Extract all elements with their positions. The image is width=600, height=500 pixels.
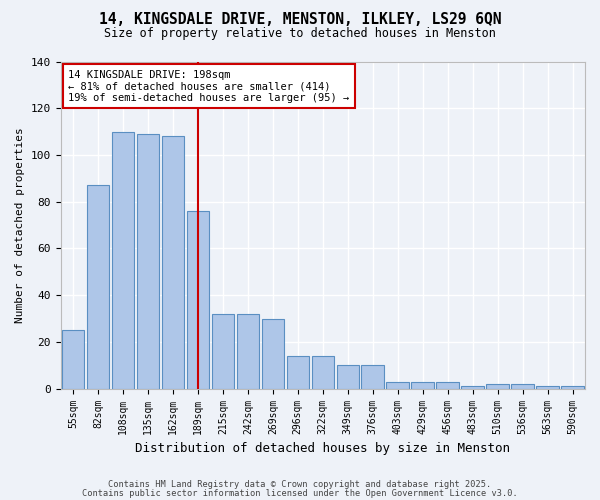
Bar [436,382,459,388]
Bar [187,211,209,388]
Bar [161,136,184,388]
Bar [87,186,109,388]
X-axis label: Distribution of detached houses by size in Menston: Distribution of detached houses by size … [135,442,510,455]
Y-axis label: Number of detached properties: Number of detached properties [15,127,25,323]
Bar [62,330,84,388]
Bar [236,314,259,388]
Bar [311,356,334,388]
Text: 14 KINGSDALE DRIVE: 198sqm
← 81% of detached houses are smaller (414)
19% of sem: 14 KINGSDALE DRIVE: 198sqm ← 81% of deta… [68,70,350,103]
Text: Contains public sector information licensed under the Open Government Licence v3: Contains public sector information licen… [82,489,518,498]
Bar [137,134,159,388]
Bar [511,384,534,388]
Bar [412,382,434,388]
Bar [337,366,359,388]
Text: 14, KINGSDALE DRIVE, MENSTON, ILKLEY, LS29 6QN: 14, KINGSDALE DRIVE, MENSTON, ILKLEY, LS… [99,12,501,28]
Bar [287,356,309,388]
Bar [561,386,584,388]
Text: Contains HM Land Registry data © Crown copyright and database right 2025.: Contains HM Land Registry data © Crown c… [109,480,491,489]
Bar [262,318,284,388]
Bar [461,386,484,388]
Bar [386,382,409,388]
Bar [212,314,234,388]
Bar [536,386,559,388]
Bar [112,132,134,388]
Bar [361,366,384,388]
Text: Size of property relative to detached houses in Menston: Size of property relative to detached ho… [104,28,496,40]
Bar [487,384,509,388]
